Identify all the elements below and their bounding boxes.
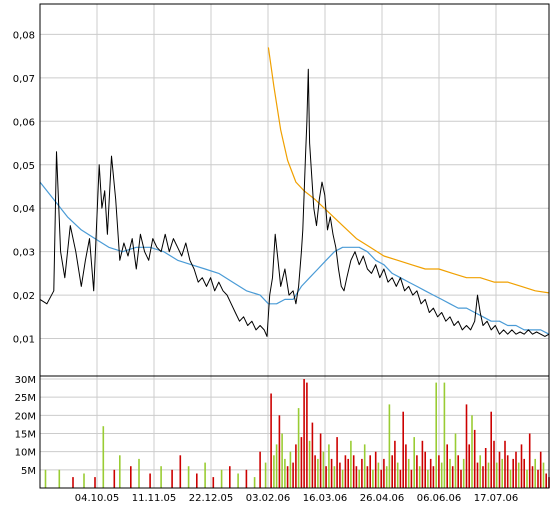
main-y-tick-label: 0,08 <box>13 30 35 41</box>
main-y-tick-label: 0,04 <box>13 204 35 215</box>
volume-frame <box>39 375 550 489</box>
volume-x-tick-label: 26.04.06 <box>360 493 405 504</box>
volume-x-tick-label: 11.11.05 <box>132 493 177 504</box>
volume-y-tick-label: 15M <box>15 430 36 441</box>
series-line-price <box>39 68 550 337</box>
volume-y-tick-label: 10M <box>15 448 36 459</box>
volume-y-tick-label: 5M <box>21 466 36 477</box>
volume-x-tick-label: 22.12.05 <box>189 493 234 504</box>
main-y-tick-label: 0,05 <box>13 161 35 172</box>
main-y-tick-label: 0,02 <box>13 291 35 302</box>
volume-x-tick-label: 06.06.06 <box>417 493 462 504</box>
main-y-tick-label: 0,01 <box>13 335 35 346</box>
main-y-tick-label: 0,03 <box>13 248 35 259</box>
volume-y-tick-label: 30M <box>15 375 36 386</box>
main-y-tick-label: 0,07 <box>13 74 35 85</box>
series-line-ma_short <box>39 181 550 335</box>
volume-y-tick-label: 25M <box>15 393 36 404</box>
volume-x-tick-label: 17.07.06 <box>474 493 519 504</box>
series-line-ma_long <box>267 47 550 294</box>
volume-y-tick-label: 20M <box>15 411 36 422</box>
main-plot-area <box>40 4 549 382</box>
volume-x-tick-label: 04.10.05 <box>75 493 120 504</box>
volume-x-tick-label: 03.02.06 <box>246 493 291 504</box>
volume-x-tick-label: 16.03.06 <box>303 493 348 504</box>
main-y-tick-label: 0,06 <box>13 117 35 128</box>
